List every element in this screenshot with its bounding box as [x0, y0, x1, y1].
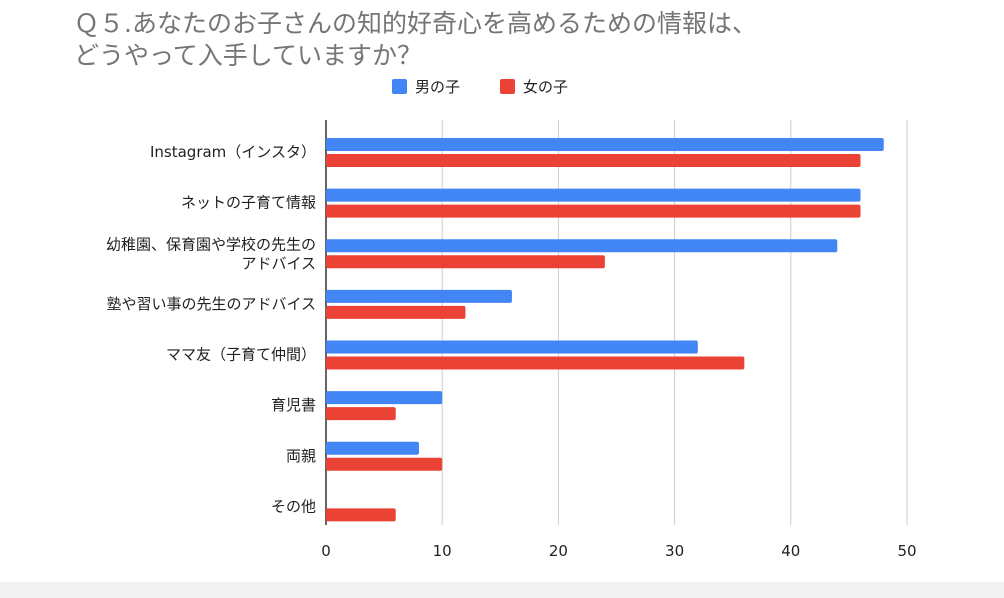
category-label-2-line-0: 幼稚園、保育園や学校の先生の — [106, 235, 316, 253]
legend-item-boys: 男の子 — [392, 76, 460, 97]
chart-legend: 男の子 女の子 — [0, 76, 1004, 100]
legend-label-girls: 女の子 — [523, 78, 569, 96]
category-label-5: 育児書 — [271, 396, 316, 414]
x-tick-label: 40 — [781, 542, 800, 560]
chart-title-line-2: どうやって入手していますか？ — [74, 41, 423, 70]
category-label-1: ネットの子育て情報 — [181, 194, 316, 212]
chart-title: Ｑ５.あなたのお子さんの知的好奇心を高めるための情報は、 どうやって入手していま… — [74, 8, 974, 72]
x-tick-label: 30 — [665, 542, 684, 560]
chart-title-line-1: Ｑ５.あなたのお子さんの知的好奇心を高めるための情報は、 — [74, 9, 757, 38]
category-label-6: 両親 — [286, 447, 316, 465]
bar-girls-7 — [326, 508, 396, 522]
bar-girls-4 — [326, 356, 745, 370]
bar-boys-5 — [326, 391, 443, 405]
bar-girls-1 — [326, 204, 861, 218]
bar-girls-6 — [326, 457, 443, 471]
bar-girls-2 — [326, 255, 605, 269]
bar-boys-3 — [326, 289, 512, 303]
bar-girls-3 — [326, 305, 466, 319]
legend-swatch-boys — [392, 79, 407, 94]
x-tick-label: 0 — [321, 542, 331, 560]
bar-boys-2 — [326, 239, 838, 253]
x-tick-label: 10 — [433, 542, 452, 560]
category-label-3: 塾や習い事の先生のアドバイス — [106, 295, 316, 313]
bar-boys-4 — [326, 340, 698, 354]
legend-swatch-girls — [500, 79, 515, 94]
bar-boys-6 — [326, 441, 419, 455]
bar-boys-1 — [326, 188, 861, 202]
category-label-2-line-1: アドバイス — [241, 254, 316, 272]
legend-label-boys: 男の子 — [415, 78, 461, 96]
x-tick-label: 20 — [549, 542, 568, 560]
x-tick-label: 50 — [897, 542, 916, 560]
bottom-strip — [0, 582, 1004, 598]
legend-item-girls: 女の子 — [500, 76, 568, 97]
bar-girls-0 — [326, 154, 861, 167]
bar-girls-5 — [326, 407, 396, 421]
category-label-0: Instagram（インスタ） — [150, 143, 316, 161]
category-label-7: その他 — [271, 497, 316, 515]
category-label-4: ママ友（子育て仲間） — [166, 346, 316, 364]
bar-boys-0 — [326, 138, 884, 151]
